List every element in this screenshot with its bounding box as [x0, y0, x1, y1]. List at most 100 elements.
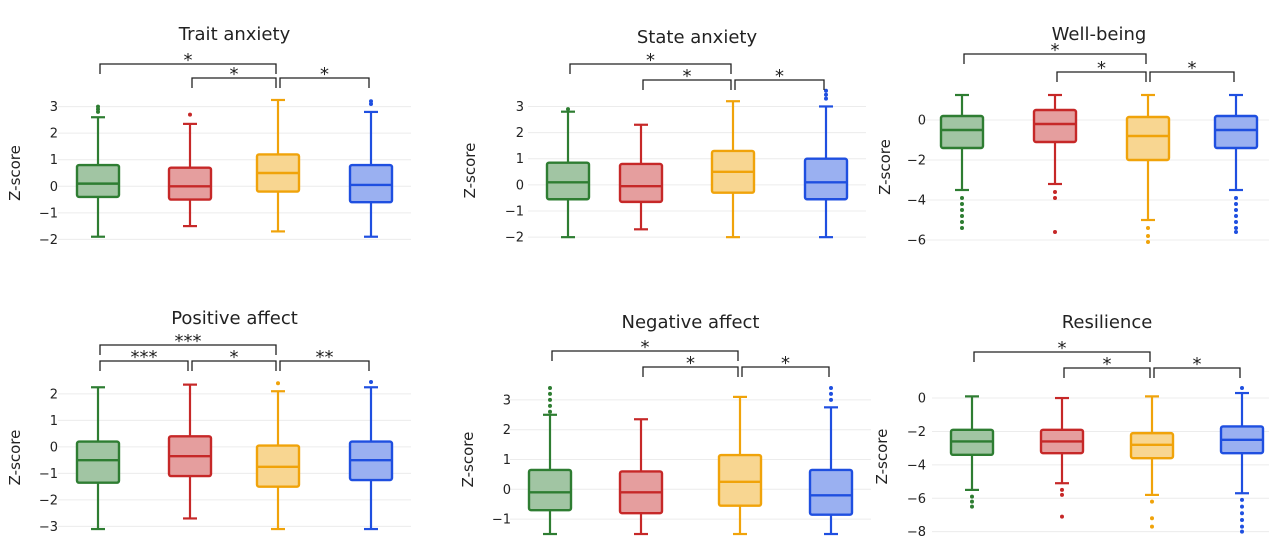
outlier-point	[1234, 202, 1238, 206]
iqr-box	[167, 166, 213, 201]
outlier-point	[1053, 196, 1057, 200]
significance-label: *	[646, 50, 655, 71]
y-tick-label: 2	[503, 423, 511, 438]
iqr-box	[348, 163, 394, 204]
outlier-point	[1240, 524, 1244, 529]
significance-bracket	[741, 366, 830, 377]
iqr-box	[75, 163, 121, 199]
box-3	[1129, 395, 1175, 529]
outlier-point	[1146, 226, 1150, 230]
outlier-point	[829, 385, 833, 390]
y-tick-label: 3	[50, 100, 58, 115]
outlier-point	[1234, 230, 1238, 234]
box-4	[808, 385, 854, 536]
outlier-point	[1234, 196, 1238, 200]
significance-label: *	[230, 64, 239, 85]
y-tick-label: −6	[907, 492, 926, 507]
box-3	[717, 395, 763, 536]
box-2	[618, 123, 664, 231]
y-tick-label: −2	[907, 154, 926, 169]
significance-bracket	[1149, 71, 1235, 82]
y-tick-label: −3	[39, 520, 58, 535]
outlier-point	[1240, 386, 1244, 391]
y-tick-label: 0	[918, 392, 926, 407]
outlier-point	[548, 403, 552, 408]
significance-bracket	[642, 79, 732, 90]
y-tick-label: −1	[505, 205, 524, 220]
panel-title: Resilience	[1062, 312, 1153, 333]
significance-bracket	[1153, 367, 1241, 378]
outlier-point	[824, 92, 828, 97]
outlier-point	[1060, 514, 1064, 519]
y-tick-label: −2	[907, 425, 926, 440]
box-2	[167, 112, 213, 228]
panel-negative-affect: Negative affect Z-score −1 0 1 2 3 * * *	[459, 312, 871, 536]
panel-well-being: Well-being Z-score −6 −4 −2 0 * * *	[876, 24, 1269, 249]
y-tick-label: 0	[50, 440, 58, 455]
y-axis-label: Z-score	[876, 139, 894, 195]
outlier-point	[1240, 529, 1244, 534]
y-tick-label: 0	[918, 114, 926, 129]
outlier-point	[1150, 524, 1154, 529]
iqr-box	[808, 468, 854, 516]
outlier-point	[1060, 487, 1064, 492]
box-2	[1032, 93, 1078, 234]
significance-label: *	[781, 353, 790, 374]
y-tick-label: 0	[516, 178, 524, 193]
y-axis-label: Z-score	[873, 429, 891, 485]
iqr-box	[1125, 115, 1171, 162]
significance-label: *	[1058, 338, 1067, 359]
outlier-point	[1234, 208, 1238, 212]
outlier-point	[188, 112, 192, 117]
outlier-point	[548, 391, 552, 396]
outlier-point	[1234, 220, 1238, 224]
significance-bracket	[279, 77, 370, 88]
significance-label: *	[1051, 40, 1060, 61]
significance-label: *	[686, 353, 695, 374]
y-tick-label: −1	[39, 467, 58, 482]
panel-title: Trait anxiety	[178, 24, 291, 45]
significance-bracket	[191, 77, 277, 88]
significance-bracket	[1063, 367, 1151, 378]
box-4	[348, 99, 394, 238]
significance-label: **	[316, 347, 334, 368]
box-2	[618, 418, 664, 536]
outlier-point	[1053, 190, 1057, 194]
iqr-box	[75, 440, 121, 484]
outlier-point	[1146, 234, 1150, 238]
panel-state-anxiety: State anxiety Z-score −2 −1 0 1 2 3 * * *	[461, 27, 866, 246]
outlier-point	[960, 226, 964, 230]
outlier-point	[970, 504, 974, 509]
y-axis-label: Z-score	[459, 432, 477, 488]
significance-label: *	[775, 66, 784, 87]
outlier-point	[970, 494, 974, 499]
y-tick-label: 1	[50, 414, 58, 429]
y-axis-label: Z-score	[6, 145, 24, 201]
significance-bracket	[963, 53, 1147, 64]
box-1	[939, 93, 985, 230]
outlier-point	[824, 88, 828, 93]
significance-label: *	[184, 50, 193, 71]
iqr-box	[527, 468, 573, 512]
significance-bracket	[973, 351, 1151, 362]
iqr-box	[1213, 114, 1259, 150]
panel-title: Well-being	[1052, 24, 1147, 45]
outlier-point	[960, 196, 964, 200]
outlier-point	[369, 379, 373, 384]
box-3	[1125, 93, 1171, 244]
outlier-point	[276, 381, 280, 386]
significance-label: *	[320, 64, 329, 85]
significance-bracket	[734, 79, 825, 90]
iqr-box	[717, 453, 763, 507]
outlier-point	[824, 96, 828, 101]
outlier-point	[369, 99, 373, 104]
y-tick-label: −1	[39, 206, 58, 221]
y-tick-label: 1	[516, 152, 524, 167]
outlier-point	[96, 104, 100, 109]
y-axis-label: Z-score	[461, 143, 479, 199]
box-1	[949, 395, 995, 509]
iqr-box	[545, 161, 591, 201]
y-tick-label: 2	[516, 126, 524, 141]
box-4	[1219, 386, 1265, 534]
box-3	[255, 98, 301, 233]
